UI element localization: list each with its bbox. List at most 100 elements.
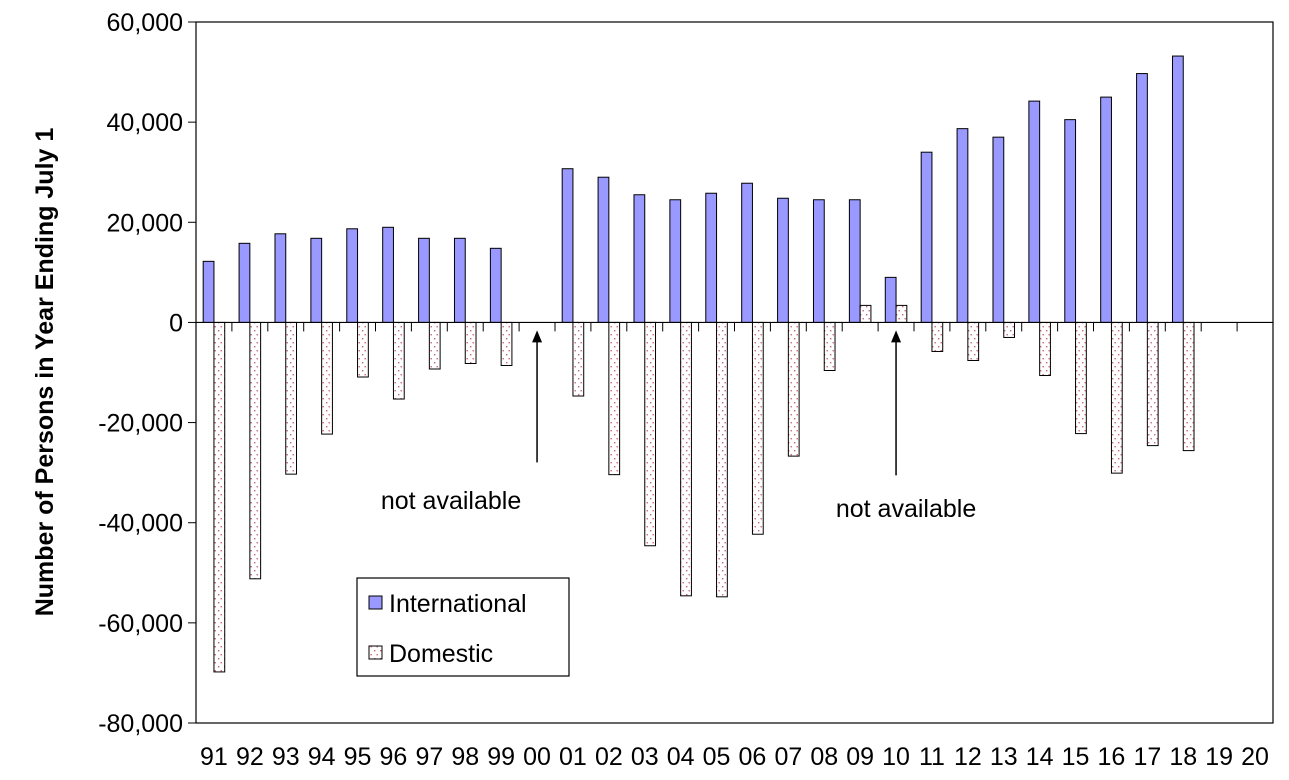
legend-swatch-international — [368, 595, 383, 610]
x-tick-label: 97 — [415, 743, 443, 771]
plot-frame — [195, 21, 1274, 724]
bar-international-95 — [346, 228, 359, 323]
bar-international-94 — [310, 237, 323, 323]
bar-domestic-98 — [464, 321, 477, 364]
legend-swatch-domestic — [368, 645, 383, 660]
bar-domestic-14 — [1039, 321, 1051, 377]
x-tick-label: 91 — [200, 743, 228, 771]
legend-box — [356, 577, 570, 677]
x-tick-label: 99 — [487, 743, 515, 771]
legend: International Domestic — [356, 577, 570, 677]
bar-international-06 — [741, 182, 753, 323]
y-tick-label: -60,000 — [98, 610, 183, 638]
legend-label-domestic: Domestic — [389, 640, 493, 668]
bar-domestic-99 — [500, 321, 513, 366]
y-tick-label: 60,000 — [107, 9, 183, 37]
bar-international-91 — [202, 260, 215, 323]
bar-international-17 — [1136, 73, 1148, 323]
bar-international-12 — [956, 128, 969, 323]
bar-international-04 — [669, 199, 682, 323]
bar-domestic-12 — [967, 321, 980, 361]
bar-international-98 — [453, 237, 466, 323]
bar-international-05 — [705, 192, 718, 323]
x-tick-label: 18 — [1169, 743, 1197, 771]
x-tick-label: 15 — [1062, 743, 1090, 771]
bar-domestic-08 — [823, 321, 836, 371]
y-tick-label: 40,000 — [107, 109, 183, 137]
x-tick-label: 00 — [523, 743, 551, 771]
bar-international-08 — [812, 199, 825, 323]
x-tick-label: 13 — [990, 743, 1018, 771]
bar-domestic-17 — [1146, 321, 1159, 447]
bar-domestic-97 — [428, 321, 441, 370]
bar-domestic-04 — [680, 321, 692, 597]
y-tick-label: 20,000 — [107, 209, 183, 237]
bar-domestic-18 — [1182, 321, 1195, 452]
bar-domestic-13 — [1003, 321, 1016, 338]
bar-international-01 — [561, 168, 574, 323]
bar-domestic-03 — [644, 321, 657, 547]
bar-domestic-09 — [859, 304, 872, 323]
bar-domestic-02 — [608, 321, 621, 476]
x-tick-label: 11 — [919, 743, 945, 771]
bar-domestic-95 — [357, 321, 369, 378]
bars — [202, 55, 1195, 673]
bar-domestic-05 — [716, 321, 728, 598]
y-axis-label: Number of Persons in Year Ending July 1 — [31, 128, 59, 617]
bar-international-10 — [884, 276, 897, 323]
x-tick-label: 06 — [739, 743, 767, 771]
y-tick-label: -20,000 — [98, 410, 183, 438]
x-tick-label: 02 — [595, 743, 623, 771]
axes: 91 92 93 94 95 96 97 98 99 00 01 02 03 04 05 06 07 08 09 10… — [98, 9, 1274, 771]
x-tick-label: 93 — [272, 743, 300, 771]
bar-international-09 — [848, 199, 861, 323]
x-tick-label: 96 — [380, 743, 408, 771]
x-tick-label: 10 — [882, 743, 910, 771]
annotation-arrow-head — [532, 330, 543, 343]
bar-international-99 — [489, 247, 502, 323]
x-tick-label: 19 — [1205, 743, 1233, 771]
y-tick-label: -80,000 — [98, 710, 183, 738]
bar-international-15 — [1064, 119, 1077, 323]
bar-international-03 — [633, 194, 646, 323]
bar-international-16 — [1100, 96, 1112, 323]
annotation-label: not available — [836, 495, 976, 523]
bar-domestic-10 — [895, 304, 908, 323]
x-tick-label: 09 — [846, 743, 874, 771]
bar-domestic-15 — [1075, 321, 1087, 435]
x-tick-label: 05 — [703, 743, 731, 771]
plot-area — [195, 21, 1274, 724]
y-tick-label: 0 — [169, 309, 183, 337]
x-tick-label: 92 — [236, 743, 264, 771]
bar-domestic-11 — [931, 321, 944, 352]
bar-domestic-94 — [321, 321, 333, 435]
x-tick-label: 20 — [1241, 743, 1269, 771]
bar-international-02 — [597, 176, 610, 323]
x-tick-label: 03 — [631, 743, 659, 771]
annotation-label: not available — [381, 487, 521, 515]
x-tick-label: 07 — [774, 743, 802, 771]
x-tick-label: 08 — [810, 743, 838, 771]
bar-international-11 — [920, 151, 933, 323]
bar-international-92 — [238, 242, 251, 323]
bar-domestic-16 — [1110, 321, 1123, 474]
x-tick-label: 98 — [451, 743, 479, 771]
bar-domestic-07 — [787, 321, 800, 457]
bar-international-97 — [418, 237, 430, 323]
x-tick-label: 12 — [954, 743, 982, 771]
bar-international-07 — [777, 197, 789, 323]
x-tick-label: 17 — [1133, 743, 1161, 771]
bar-domestic-01 — [572, 321, 585, 397]
annotation-arrow-head — [891, 330, 902, 343]
bar-domestic-92 — [249, 321, 262, 580]
bar-domestic-06 — [751, 321, 764, 535]
bar-domestic-93 — [285, 321, 298, 475]
bar-international-93 — [274, 233, 287, 323]
bar-international-96 — [382, 226, 394, 323]
legend-label-international: International — [389, 590, 527, 618]
x-tick-label: 16 — [1098, 743, 1126, 771]
x-tick-label: 94 — [308, 743, 336, 771]
x-tick-label: 01 — [559, 743, 587, 771]
x-tick-label: 04 — [667, 743, 695, 771]
